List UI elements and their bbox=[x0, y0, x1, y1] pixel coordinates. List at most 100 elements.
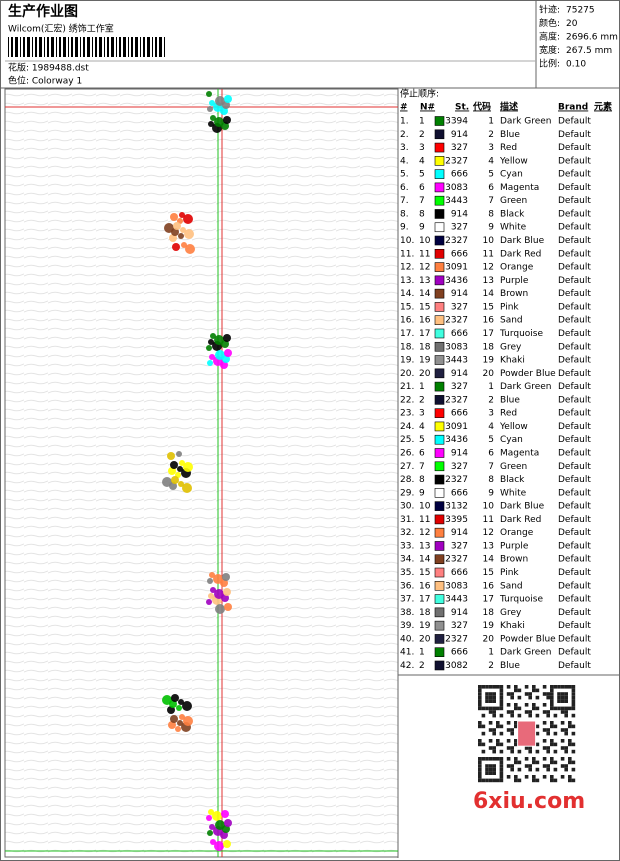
qr-cell bbox=[571, 760, 576, 765]
qr-cell bbox=[560, 692, 565, 696]
qr-cell bbox=[488, 757, 493, 761]
brand: Default bbox=[558, 236, 591, 246]
stitches: 914 bbox=[451, 369, 468, 379]
qr-cell bbox=[550, 699, 554, 703]
needle: 11 bbox=[419, 515, 430, 525]
code: 18 bbox=[483, 608, 495, 618]
qr-cell bbox=[568, 685, 572, 689]
brand: Default bbox=[558, 581, 591, 591]
qr-cell bbox=[550, 742, 554, 747]
qr-cell bbox=[560, 757, 565, 761]
row-number: 30. bbox=[400, 502, 414, 512]
colorway: 色位: Colorway 1 bbox=[8, 75, 82, 87]
description: Black bbox=[500, 209, 525, 219]
qr-cell bbox=[564, 713, 568, 718]
qr-cell bbox=[506, 746, 511, 750]
qr-cell bbox=[478, 692, 482, 696]
code: 9 bbox=[488, 488, 494, 498]
qr-cell bbox=[492, 699, 496, 703]
code: 16 bbox=[483, 581, 495, 591]
qr-cell bbox=[546, 695, 550, 700]
bar bbox=[35, 37, 37, 57]
qr-cell bbox=[499, 760, 504, 765]
needle: 7 bbox=[419, 462, 425, 472]
qr-cell bbox=[510, 767, 514, 772]
design-name: 花版: 1989488.dst bbox=[8, 62, 89, 74]
qr-cell bbox=[542, 775, 547, 779]
qr-cell bbox=[571, 695, 576, 700]
bar bbox=[116, 37, 117, 57]
bar bbox=[99, 37, 102, 57]
needle: 19 bbox=[419, 356, 431, 366]
bar bbox=[75, 37, 78, 57]
qr-cell bbox=[485, 699, 489, 703]
qr-cell bbox=[499, 757, 504, 761]
motif-blob bbox=[183, 214, 193, 224]
qr-cell bbox=[488, 739, 493, 743]
qr-cell bbox=[492, 767, 496, 772]
qr-cell bbox=[485, 778, 489, 783]
brand: Default bbox=[558, 515, 591, 525]
qr-cell bbox=[542, 739, 547, 743]
color-swatch bbox=[434, 647, 445, 658]
qr-cell bbox=[550, 695, 554, 700]
bar bbox=[95, 37, 97, 57]
info-value: 267.5 mm bbox=[566, 46, 612, 56]
row-number: 24. bbox=[400, 422, 414, 432]
qr-cell bbox=[499, 731, 504, 736]
qr-cell bbox=[564, 710, 568, 714]
brand: Default bbox=[558, 555, 591, 565]
column-header: 描述 bbox=[500, 101, 518, 113]
description: Khaki bbox=[500, 621, 525, 631]
qr-cell bbox=[524, 692, 529, 696]
stitches: 914 bbox=[451, 209, 468, 219]
bar bbox=[140, 37, 141, 57]
code: 9 bbox=[488, 223, 494, 233]
qr-cell bbox=[571, 699, 576, 703]
qr-cell bbox=[550, 778, 554, 783]
info-label: 针迹: bbox=[539, 4, 560, 16]
color-swatch bbox=[434, 395, 445, 405]
motif-blob bbox=[162, 695, 172, 705]
info-label: 颜色: bbox=[539, 17, 560, 29]
qr-cell bbox=[564, 692, 568, 696]
qr-cell bbox=[550, 739, 554, 743]
motif-blob bbox=[208, 121, 214, 127]
qr-cell bbox=[478, 699, 482, 703]
stitches: 3436 bbox=[445, 276, 468, 286]
color-swatch bbox=[434, 434, 445, 445]
qr-cell bbox=[499, 706, 504, 711]
qr-cell bbox=[514, 724, 518, 729]
row-number: 15. bbox=[400, 302, 414, 312]
code: 1 bbox=[488, 648, 494, 658]
color-swatch bbox=[434, 249, 445, 259]
qr-cell bbox=[496, 739, 500, 743]
code: 8 bbox=[488, 475, 494, 485]
description: Powder Blue bbox=[500, 369, 556, 379]
color-swatch bbox=[434, 660, 445, 671]
qr-cell bbox=[478, 742, 482, 747]
motif-blob bbox=[214, 117, 224, 127]
qr-cell bbox=[485, 771, 489, 775]
needle: 1 bbox=[419, 648, 425, 658]
embroidery-preview bbox=[162, 91, 232, 851]
code: 2 bbox=[488, 130, 494, 140]
needle: 1 bbox=[419, 382, 425, 392]
color-swatch bbox=[434, 142, 445, 153]
motif-blob bbox=[214, 589, 224, 599]
description: Pink bbox=[500, 568, 519, 578]
stitches: 914 bbox=[451, 289, 468, 299]
color-swatch bbox=[434, 474, 445, 485]
qr-cell bbox=[524, 775, 529, 779]
needle: 9 bbox=[419, 223, 425, 233]
qr-cell bbox=[571, 749, 576, 754]
motif-blob bbox=[210, 333, 216, 339]
qr-cell bbox=[553, 778, 558, 783]
qr-cell bbox=[553, 706, 558, 711]
brand: Default bbox=[558, 409, 591, 419]
qr-cell bbox=[514, 742, 518, 747]
brand: Default bbox=[558, 648, 591, 658]
qr-cell bbox=[571, 685, 576, 689]
qr-cell bbox=[557, 685, 561, 689]
motif-blob bbox=[170, 461, 178, 469]
